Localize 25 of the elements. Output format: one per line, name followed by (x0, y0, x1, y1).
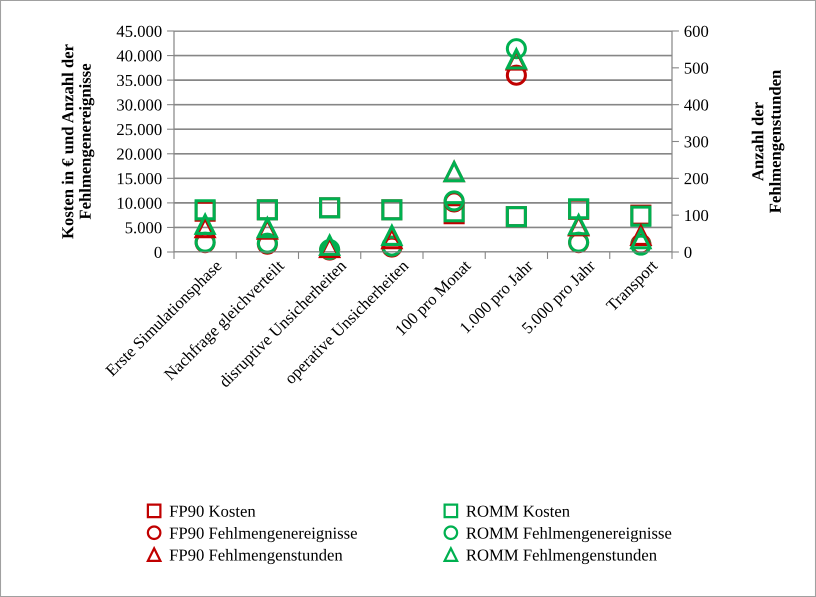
y-tick-label: 35.000 (117, 74, 162, 86)
legend-label: FP90 Kosten (170, 506, 256, 517)
legend-label: FP90 Fehlmengenereignisse (170, 527, 357, 542)
y2-tick-label: 300 (684, 136, 708, 148)
y2-tick-label: 100 (685, 210, 708, 222)
legend-label: FP90 Fehlmengenstunden (170, 548, 342, 564)
legend-label: ROMM Fehlmengenereignisse (466, 527, 672, 542)
y2-tick-label: 0 (684, 246, 692, 258)
y2-tick-label: 600 (684, 26, 708, 37)
legend-label: ROMM Fehlmengenstunden (466, 548, 657, 564)
y-tick-label: 10.000 (118, 198, 162, 209)
y-tick-label: 30.000 (117, 99, 162, 111)
y-tick-label: 0 (154, 246, 162, 258)
y-tick-label: 5.000 (126, 222, 162, 234)
y-tick-label: 15.000 (118, 173, 162, 184)
y-tick-label: 40.000 (116, 50, 162, 62)
y-axis-title: Kosten in € und Anzahl der Fehlmengenereignisse (62, 44, 94, 239)
y2-tick-label: 200 (684, 173, 708, 184)
y2-tick-label: 400 (684, 99, 708, 111)
y2-tick-label: 500 (684, 62, 708, 74)
y-tick-label: 20.000 (117, 148, 162, 160)
legend-label: ROMM Kosten (466, 506, 570, 517)
y2-axis-title: Anzahl der Fehlmengenstunden (752, 70, 784, 213)
y-tick-label: 45.000 (116, 26, 162, 38)
y-tick-label: 25.000 (117, 124, 162, 136)
